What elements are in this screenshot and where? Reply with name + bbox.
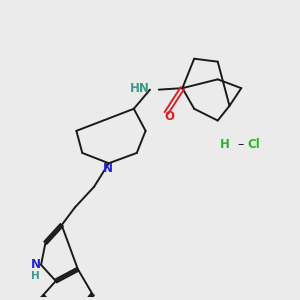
Text: O: O (165, 110, 175, 123)
Text: H: H (32, 271, 40, 281)
Text: HN: HN (130, 82, 150, 95)
Text: N: N (103, 162, 113, 175)
Text: Cl: Cl (247, 138, 260, 151)
Text: N: N (31, 258, 41, 271)
Text: –: – (237, 138, 244, 151)
Text: H: H (220, 138, 230, 151)
